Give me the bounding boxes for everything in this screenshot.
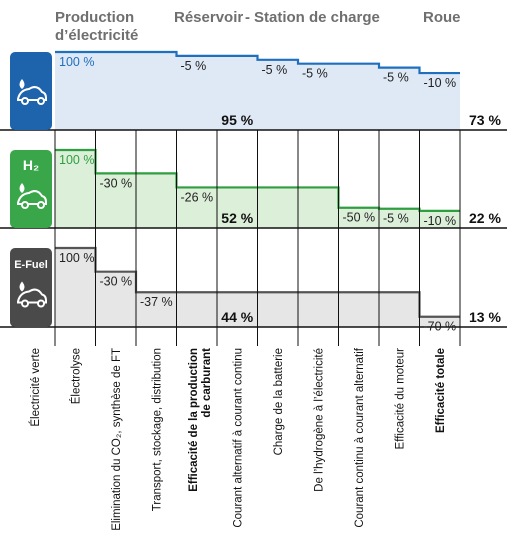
header-separator: - (245, 9, 250, 26)
step-label: 100 % (59, 251, 94, 265)
category-label: De l’hydrogène à l’électricité (313, 348, 325, 492)
hydrogen-car-icon: H₂ (10, 150, 52, 228)
svg-text:Efficacité totale: Efficacité totale (435, 348, 447, 433)
category-label: Courant alternatif à courant continu (232, 348, 244, 528)
category-label: Électrolyse (69, 348, 82, 404)
step-label: -5 % (262, 63, 288, 77)
category-labels: Électricité verte Électrolyse Elimination … (29, 347, 447, 531)
efficiency-area (55, 248, 460, 327)
category-label: Courant continu à courant alternatif (354, 347, 366, 527)
total-efficiency-value: 22 % (469, 210, 501, 226)
step-label: -50 % (343, 211, 376, 225)
svg-text:Courant continu à courant alte: Courant continu à courant alternatif (354, 347, 366, 527)
efficiency-step-line (55, 148, 460, 212)
step-label: -5 % (383, 212, 409, 226)
category-label: Efficacité de la production de carburant (188, 348, 213, 492)
efficiency-step-line (55, 50, 460, 75)
icon-label: H₂ (23, 157, 39, 173)
panel-hydrogen-car: H₂ 100 % -30 % -26 % -50 % -5 % -10 % 52 % 22 % (0, 148, 507, 229)
production-efficiency-value: 44 % (221, 309, 253, 325)
svg-text:Charge de la batterie: Charge de la batterie (273, 348, 285, 455)
efficiency-step-line (55, 246, 460, 318)
icon-label: E-Fuel (14, 259, 48, 271)
total-efficiency-value: 13 % (469, 309, 501, 325)
svg-text:De l’hydrogène à l’électricité: De l’hydrogène à l’électricité (313, 348, 325, 492)
category-label: Efficacité totale (435, 348, 447, 433)
header-production-line2: d’électricité (55, 27, 138, 44)
header-reservoir: Réservoir (174, 9, 243, 26)
header-production: Production (55, 9, 134, 26)
total-efficiency-value: 73 % (469, 112, 501, 128)
svg-text:Efficacité de la production: Efficacité de la production (188, 348, 200, 492)
svg-text:Transport, stockage, distribut: Transport, stockage, distribution (151, 348, 163, 511)
category-label: Elimination du CO₂, synthèse de FT (111, 348, 123, 531)
column-headers: Production d’électricité Réservoir - Sta… (55, 9, 461, 44)
svg-text:Elimination du CO₂, synthèse d: Elimination du CO₂, synthèse de FT (111, 348, 123, 531)
panel-efuel-car: E-Fuel 100 % -30 % -37 % -70 % 44 % 13 % (0, 246, 507, 334)
svg-text:de carburant: de carburant (201, 348, 213, 418)
step-label: -30 % (100, 176, 133, 190)
step-label: -10 % (424, 214, 457, 228)
production-efficiency-value: 52 % (221, 210, 253, 226)
svg-text:Électricité verte: Électricité verte (29, 348, 42, 427)
column-dividers (54, 130, 461, 346)
header-station: Station de charge (254, 9, 380, 26)
production-efficiency-value: 95 % (221, 112, 253, 128)
category-label: Transport, stockage, distribution (151, 348, 163, 511)
efuel-car-icon: E-Fuel (10, 248, 52, 327)
category-label: Charge de la batterie (273, 348, 285, 455)
svg-text:Courant alternatif à courant c: Courant alternatif à courant continu (232, 348, 244, 528)
step-label: -10 % (424, 76, 457, 90)
category-label: Électricité verte (29, 348, 42, 427)
efficiency-area (55, 52, 460, 130)
step-label: -37 % (140, 295, 173, 309)
step-label: -26 % (181, 190, 214, 204)
panel-electric-car: 100 % -5 % -5 % -5 % -5 % -10 % 95 % 73 % (0, 50, 507, 131)
svg-text:Électrolyse: Électrolyse (69, 348, 82, 404)
header-wheel: Roue (423, 9, 461, 26)
step-label: -5 % (302, 67, 328, 81)
svg-text:Efficacité du moteur: Efficacité du moteur (394, 348, 406, 450)
step-label: -5 % (181, 59, 207, 73)
step-label: 100 % (59, 153, 94, 167)
step-label: -70 % (424, 320, 457, 334)
electric-car-icon (10, 52, 52, 130)
panels: 100 % -5 % -5 % -5 % -5 % -10 % 95 % 73 % H₂ 100 … (0, 50, 507, 334)
step-label: -5 % (383, 71, 409, 85)
category-label: Efficacité du moteur (394, 348, 406, 450)
step-label: 100 % (59, 55, 94, 69)
step-label: -30 % (100, 275, 133, 289)
